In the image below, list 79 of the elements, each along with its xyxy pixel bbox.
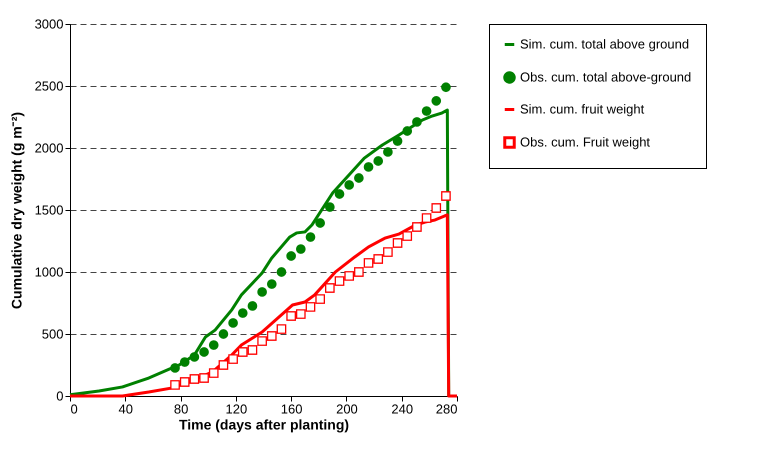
point — [228, 354, 238, 364]
legend-label: Obs. cum. total above-ground — [520, 70, 692, 84]
legend-label: Obs. cum. Fruit weight — [520, 134, 650, 150]
point — [354, 267, 364, 277]
legend-label: Sim. cum. total above ground — [520, 36, 690, 52]
point — [199, 373, 209, 383]
point — [266, 279, 277, 289]
x-tick-label: 80 — [174, 402, 188, 416]
x-tick-label: 40 — [118, 402, 134, 416]
point — [296, 309, 306, 319]
point — [412, 117, 422, 127]
point — [238, 308, 248, 318]
point — [373, 156, 384, 166]
point — [334, 276, 344, 286]
point — [248, 345, 258, 355]
point — [190, 352, 200, 362]
point — [325, 202, 335, 212]
point — [364, 258, 374, 268]
point — [392, 238, 402, 248]
y-tick-label: 500 — [42, 326, 64, 342]
y-tick-label: 1500 — [34, 202, 64, 218]
point — [296, 244, 306, 254]
x-tick-label: 0 — [70, 402, 78, 416]
point — [373, 254, 384, 264]
x-tick-label: 120 — [226, 402, 248, 416]
point — [431, 96, 442, 106]
point — [257, 287, 267, 297]
point — [422, 213, 432, 223]
y-tick-label: 0 — [56, 388, 64, 404]
point — [364, 162, 374, 172]
point — [208, 340, 219, 350]
point — [431, 203, 442, 213]
point — [276, 324, 286, 334]
point — [344, 271, 354, 281]
y-tick-label: 2500 — [34, 78, 64, 94]
point — [402, 231, 412, 241]
point — [392, 136, 402, 146]
point — [306, 232, 316, 242]
point — [412, 222, 422, 232]
point — [383, 147, 393, 157]
x-tick-label: 200 — [336, 402, 358, 416]
x-tick-label: 160 — [280, 402, 302, 416]
point — [286, 251, 296, 261]
y-axis-title: Cumulative dry weight (g m⁻²) — [8, 112, 25, 310]
point — [276, 267, 286, 277]
point — [170, 380, 180, 390]
point — [248, 301, 258, 311]
point — [238, 347, 248, 357]
point — [441, 191, 451, 201]
point — [180, 377, 190, 387]
point — [199, 347, 209, 357]
legend-label: Sim. cum. fruit weight — [520, 102, 645, 116]
y-tick-label: 2000 — [34, 140, 64, 156]
point — [315, 294, 325, 304]
point — [208, 368, 219, 378]
point — [325, 283, 335, 293]
point — [441, 82, 451, 92]
point — [190, 374, 200, 384]
point — [218, 360, 228, 370]
point — [228, 318, 238, 328]
point — [402, 126, 412, 136]
x-tick-label: 280 — [436, 402, 458, 416]
point — [354, 173, 364, 183]
y-tick-label: 1000 — [34, 264, 64, 280]
point — [344, 180, 354, 190]
point — [170, 363, 180, 373]
point — [257, 336, 267, 346]
y-tick-label: 3000 — [34, 16, 64, 32]
point — [218, 329, 228, 339]
point — [306, 302, 316, 312]
point — [383, 247, 393, 257]
x-tick-label: 240 — [391, 402, 414, 416]
point — [266, 331, 277, 341]
point — [286, 311, 296, 321]
point — [180, 357, 190, 367]
point — [422, 106, 432, 116]
x-axis-title: Time (days after planting) — [178, 416, 350, 432]
point — [315, 218, 325, 228]
point — [334, 189, 344, 199]
